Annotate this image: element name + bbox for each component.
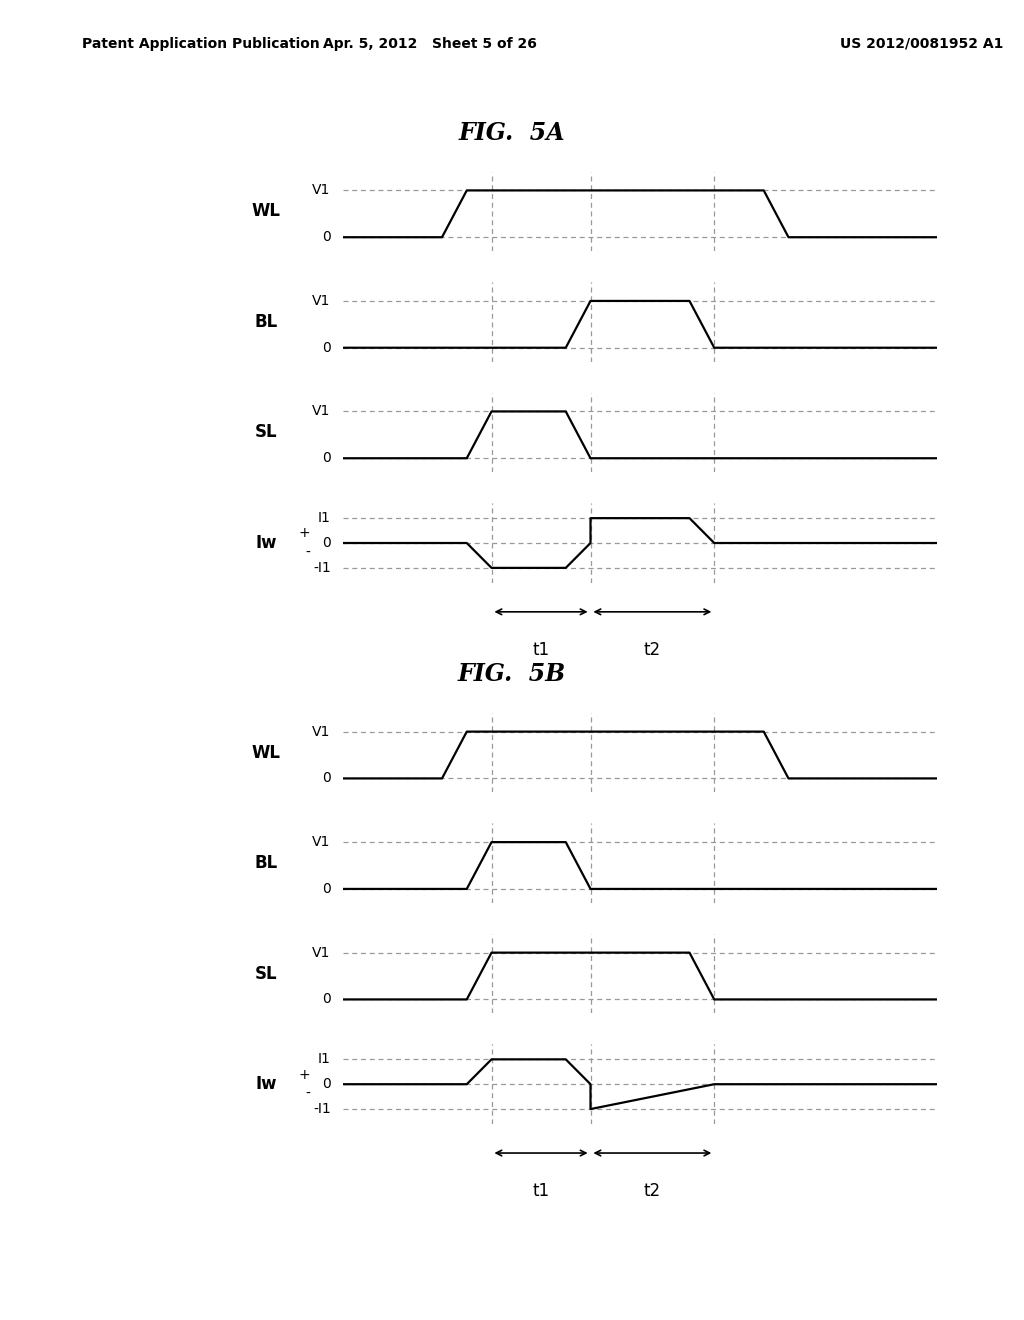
Text: +: + bbox=[299, 1068, 310, 1081]
Text: 0: 0 bbox=[322, 536, 331, 550]
Text: V1: V1 bbox=[312, 404, 331, 418]
Text: I1: I1 bbox=[317, 1052, 331, 1067]
Text: V1: V1 bbox=[312, 183, 331, 198]
Text: Apr. 5, 2012   Sheet 5 of 26: Apr. 5, 2012 Sheet 5 of 26 bbox=[324, 37, 537, 51]
Text: t2: t2 bbox=[644, 642, 660, 659]
Text: 0: 0 bbox=[322, 230, 331, 244]
Text: FIG.  5B: FIG. 5B bbox=[458, 663, 566, 686]
Text: WL: WL bbox=[252, 743, 281, 762]
Text: WL: WL bbox=[252, 202, 281, 220]
Text: SL: SL bbox=[255, 424, 278, 441]
Text: -: - bbox=[305, 1086, 310, 1101]
Text: I1: I1 bbox=[317, 511, 331, 525]
Text: V1: V1 bbox=[312, 294, 331, 308]
Text: Iw: Iw bbox=[256, 1076, 276, 1093]
Text: V1: V1 bbox=[312, 836, 331, 849]
Text: Patent Application Publication: Patent Application Publication bbox=[82, 37, 319, 51]
Text: V1: V1 bbox=[312, 725, 331, 739]
Text: t1: t1 bbox=[532, 1183, 550, 1200]
Text: +: + bbox=[299, 527, 310, 540]
Text: -I1: -I1 bbox=[313, 1102, 331, 1117]
Text: 0: 0 bbox=[322, 1077, 331, 1092]
Text: t1: t1 bbox=[532, 642, 550, 659]
Text: 0: 0 bbox=[322, 341, 331, 355]
Text: 0: 0 bbox=[322, 882, 331, 896]
Text: V1: V1 bbox=[312, 945, 331, 960]
Text: -I1: -I1 bbox=[313, 561, 331, 576]
Text: 0: 0 bbox=[322, 771, 331, 785]
Text: 0: 0 bbox=[322, 451, 331, 465]
Text: -: - bbox=[305, 545, 310, 560]
Text: FIG.  5A: FIG. 5A bbox=[459, 121, 565, 145]
Text: US 2012/0081952 A1: US 2012/0081952 A1 bbox=[840, 37, 1004, 51]
Text: t2: t2 bbox=[644, 1183, 660, 1200]
Text: 0: 0 bbox=[322, 993, 331, 1006]
Text: SL: SL bbox=[255, 965, 278, 982]
Text: BL: BL bbox=[255, 854, 278, 873]
Text: BL: BL bbox=[255, 313, 278, 331]
Text: Iw: Iw bbox=[256, 535, 276, 552]
